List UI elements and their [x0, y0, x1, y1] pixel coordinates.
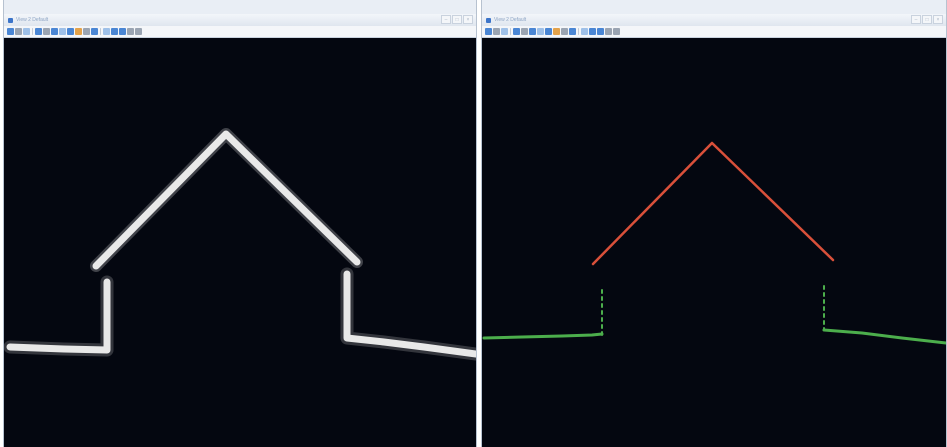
roof-classified-points: [591, 141, 835, 266]
sphere-icon[interactable]: [43, 28, 50, 35]
view-icon[interactable]: [7, 28, 14, 35]
layers-icon[interactable]: [589, 28, 596, 35]
cube-icon[interactable]: [493, 28, 500, 35]
maximize-button[interactable]: □: [452, 15, 462, 24]
toolbar-divider: [510, 28, 511, 35]
toolbar-divider: [578, 28, 579, 35]
left-toolbar: [4, 26, 476, 38]
left-ground-classified-points: [482, 332, 604, 340]
select-icon[interactable]: [537, 28, 544, 35]
pan-icon[interactable]: [569, 28, 576, 35]
close-button[interactable]: ×: [463, 15, 473, 24]
gear-icon[interactable]: [135, 28, 142, 35]
app-icon: [486, 17, 491, 23]
left-window-title: View 2 Default: [16, 17, 49, 23]
right-window-controls: – □ ×: [911, 15, 943, 24]
measure-icon[interactable]: [127, 28, 134, 35]
right-viewer-window: View 2 Default – □ ×: [481, 0, 947, 447]
filter-icon[interactable]: [103, 28, 110, 35]
select-icon[interactable]: [59, 28, 66, 35]
filter-icon[interactable]: [581, 28, 588, 35]
view-icon[interactable]: [485, 28, 492, 35]
left-point-cloud-viewport[interactable]: [4, 38, 476, 447]
grid-icon[interactable]: [51, 28, 58, 35]
minimize-button[interactable]: –: [911, 15, 921, 24]
camera-icon[interactable]: [501, 28, 508, 35]
sphere-icon[interactable]: [521, 28, 528, 35]
lasso-icon[interactable]: [75, 28, 82, 35]
lasso-icon[interactable]: [553, 28, 560, 35]
maximize-button[interactable]: □: [922, 15, 932, 24]
layers2-icon[interactable]: [119, 28, 126, 35]
left-window-titlebar[interactable]: View 2 Default – □ ×: [4, 14, 476, 26]
left-window-controls: – □ ×: [441, 15, 473, 24]
left-ground-halo: [4, 275, 114, 357]
raw-point-cloud: [4, 128, 476, 361]
right-window-titlebar[interactable]: View 2 Default – □ ×: [482, 14, 946, 26]
select-box-icon[interactable]: [67, 28, 74, 35]
cube-icon[interactable]: [15, 28, 22, 35]
app-icon: [8, 17, 13, 23]
layers-icon[interactable]: [111, 28, 118, 35]
layers2-icon[interactable]: [597, 28, 604, 35]
right-ground-halo: [340, 267, 476, 361]
left-viewer-window: View 2 Default – □ ×: [3, 0, 477, 447]
right-ground-classified-points: [822, 328, 946, 345]
close-button[interactable]: ×: [933, 15, 943, 24]
minimize-button[interactable]: –: [441, 15, 451, 24]
right-point-cloud-viewport[interactable]: [482, 38, 946, 447]
right-wall-ground-points: [343, 270, 476, 358]
measure-icon[interactable]: [605, 28, 612, 35]
pin-icon[interactable]: [513, 28, 520, 35]
select-box-icon[interactable]: [545, 28, 552, 35]
right-window-title: View 2 Default: [494, 17, 527, 23]
left-wall-ground-points: [6, 278, 111, 354]
roof-points-halo: [90, 128, 363, 272]
toolbar-divider: [100, 28, 101, 35]
right-toolbar: [482, 26, 946, 38]
toolbar-divider: [32, 28, 33, 35]
pin-icon[interactable]: [35, 28, 42, 35]
gear-icon[interactable]: [613, 28, 620, 35]
camera-icon[interactable]: [23, 28, 30, 35]
roof-points: [92, 130, 361, 270]
pan-icon[interactable]: [91, 28, 98, 35]
rotate-icon[interactable]: [561, 28, 568, 35]
grid-icon[interactable]: [529, 28, 536, 35]
rotate-icon[interactable]: [83, 28, 90, 35]
classified-point-cloud: [482, 141, 946, 345]
